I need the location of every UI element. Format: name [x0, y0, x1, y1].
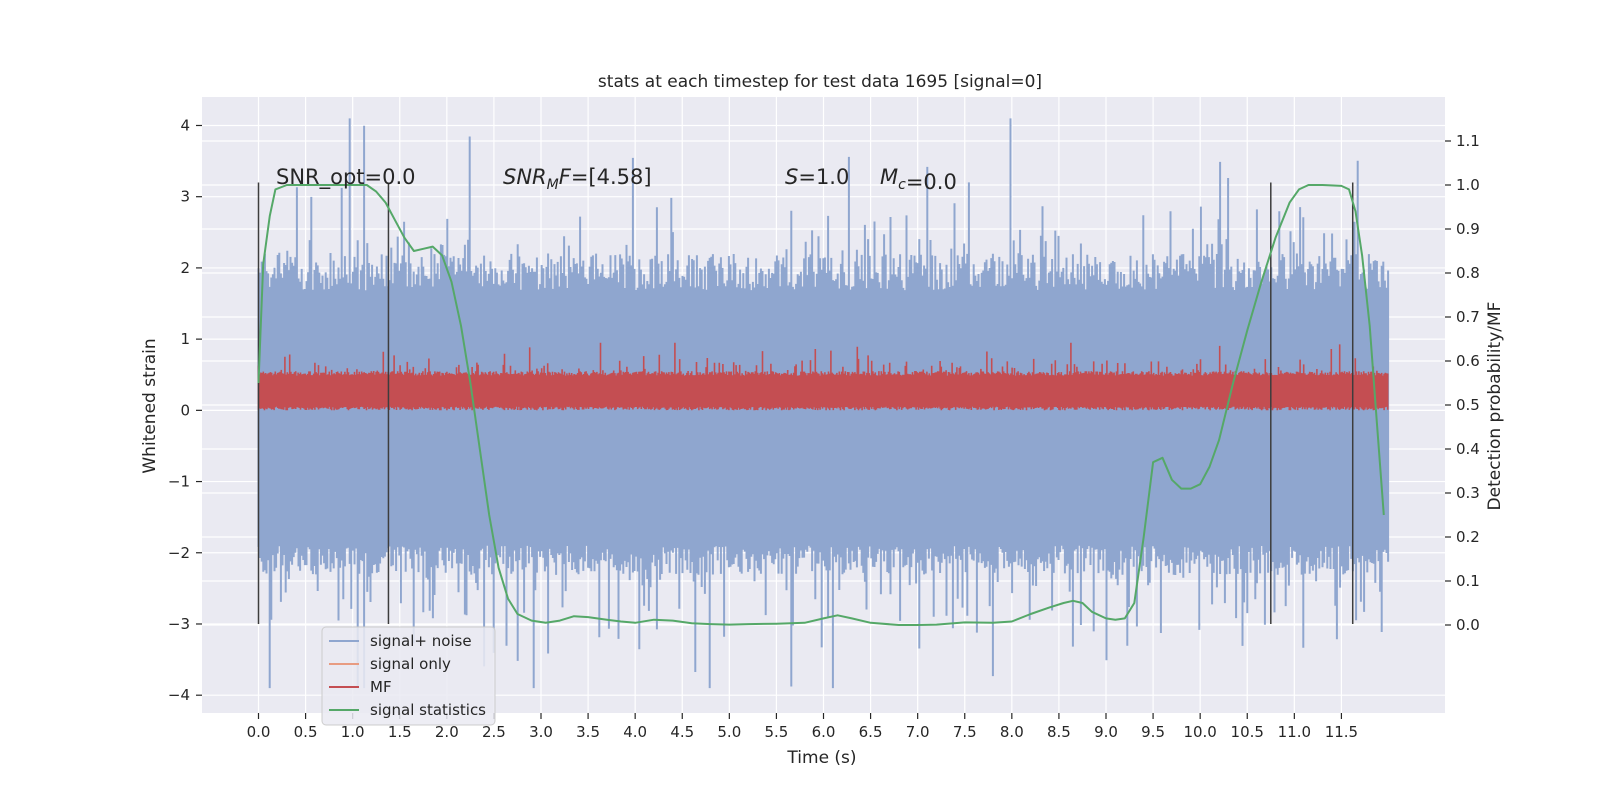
legend-label: signal only: [370, 655, 451, 673]
legend-box: [321, 626, 496, 726]
x-tick-label: 6.0: [812, 723, 836, 741]
x-tick-label: 3.5: [576, 723, 600, 741]
x-tick-label: 6.5: [859, 723, 883, 741]
x-tick-label: 8.0: [1000, 723, 1024, 741]
y-tick-label-left: 4: [180, 116, 190, 134]
y-tick-label-right: 0.2: [1456, 528, 1480, 546]
annotation-mc: Mc=0.0: [880, 165, 957, 194]
y-tick-label-right: 0.1: [1456, 572, 1480, 590]
annotation-snr-mf: SNRMF=[4.58]: [503, 165, 652, 193]
x-tick-label: 4.0: [623, 723, 647, 741]
x-tick-label: 10.5: [1231, 723, 1264, 741]
y-tick-label-left: −1: [168, 473, 190, 491]
legend-label: MF: [370, 678, 392, 696]
x-axis-label: Time (s): [786, 748, 856, 768]
y-tick-label-left: −3: [168, 615, 190, 633]
y-tick-label-right: 0.0: [1456, 616, 1480, 634]
x-tick-label: 8.5: [1047, 723, 1071, 741]
legend-label: signal+ noise: [370, 632, 472, 650]
x-tick-label: 11.0: [1278, 723, 1311, 741]
x-tick-label: 0.5: [294, 723, 318, 741]
x-tick-label: 7.0: [906, 723, 930, 741]
y-tick-label-right: 1.0: [1456, 176, 1480, 194]
y-tick-label-right: 1.1: [1456, 132, 1480, 150]
annotation-snr-opt: SNR_opt=0.0: [276, 165, 416, 190]
x-tick-label: 5.0: [717, 723, 741, 741]
y-axis-label-right: Detection probability/MF: [1485, 302, 1505, 511]
y-tick-label-left: 1: [180, 330, 190, 348]
y-tick-label-left: −4: [168, 686, 190, 704]
x-tick-label: 10.0: [1183, 723, 1216, 741]
x-tick-label: 9.0: [1094, 723, 1118, 741]
x-tick-label: 1.0: [341, 723, 365, 741]
y-tick-label-right: 0.8: [1456, 264, 1480, 282]
y-tick-label-right: 0.4: [1456, 440, 1480, 458]
y-tick-label-right: 0.9: [1456, 220, 1480, 238]
y-tick-label-left: 3: [180, 188, 190, 206]
y-axis-label-left: Whitened strain: [140, 338, 160, 473]
y-tick-label-left: 0: [180, 401, 190, 419]
x-tick-label: 1.5: [388, 723, 412, 741]
y-tick-label-left: −2: [168, 544, 190, 562]
chart-title: stats at each timestep for test data 169…: [598, 72, 1042, 92]
x-tick-label: 5.5: [764, 723, 788, 741]
series-signal-statistics: [257, 184, 1385, 626]
x-tick-label: 7.5: [953, 723, 977, 741]
x-tick-label: 9.5: [1141, 723, 1165, 741]
x-tick-label: 3.0: [529, 723, 553, 741]
x-tick-label: 2.5: [482, 723, 506, 741]
y-tick-label-right: 0.3: [1456, 484, 1480, 502]
y-tick-label-right: 0.7: [1456, 308, 1480, 326]
x-tick-label: 11.5: [1325, 723, 1358, 741]
annotation-s: S=1.0: [785, 165, 849, 189]
y-tick-label-right: 0.6: [1456, 352, 1480, 370]
x-tick-label: 0.0: [247, 723, 271, 741]
x-tick-label: 2.0: [435, 723, 459, 741]
legend-label: signal statistics: [370, 701, 486, 719]
y-tick-label-right: 0.5: [1456, 396, 1480, 414]
y-tick-label-left: 2: [180, 259, 190, 277]
x-tick-label: 4.5: [670, 723, 694, 741]
